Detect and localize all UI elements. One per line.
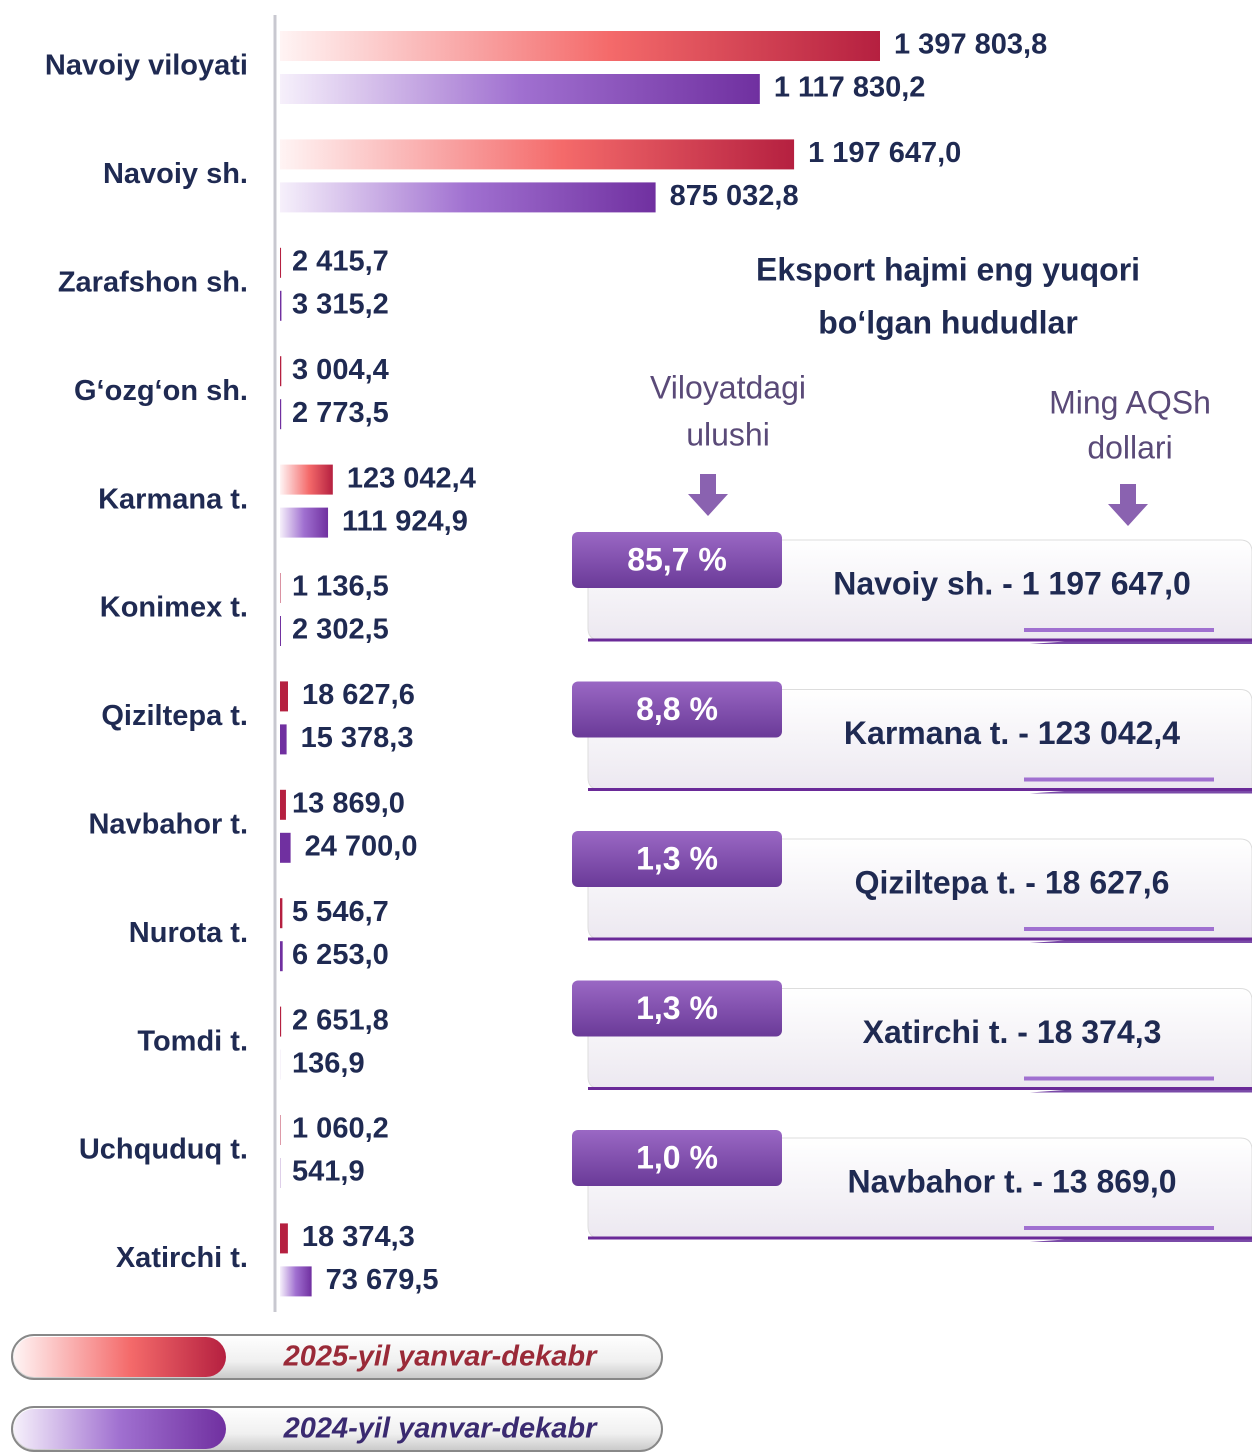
category-label: G‘ozg‘on sh. <box>74 375 248 407</box>
bar <box>280 182 656 213</box>
bar <box>280 507 329 538</box>
share-label: 1,0 % <box>636 1139 718 1175</box>
bar <box>280 1006 282 1037</box>
share-tab <box>572 831 782 887</box>
bar <box>280 1223 288 1254</box>
value-header: dollari <box>1087 429 1172 465</box>
bar <box>280 941 283 972</box>
bar <box>280 724 287 755</box>
value-label: 1 117 830,2 <box>774 72 926 104</box>
value-label: 123 042,4 <box>347 462 476 494</box>
value-label: 1 397 803,8 <box>894 29 1047 61</box>
category-label: Konimex t. <box>100 592 248 624</box>
bar <box>280 898 283 929</box>
bar <box>280 290 282 321</box>
share-tab <box>572 532 782 588</box>
bar <box>280 31 880 61</box>
bar <box>280 616 281 646</box>
value-label: 875 032,8 <box>670 180 799 212</box>
legend-swatch <box>14 1409 226 1449</box>
value-label: 1 060,2 <box>292 1113 389 1145</box>
category-label: Zarafshon sh. <box>58 266 248 298</box>
panel-title: Eksport hajmi eng yuqori <box>756 251 1140 287</box>
arrow <box>688 474 728 516</box>
value-label: 111 924,9 <box>342 505 468 537</box>
share-label: 8,8 % <box>636 691 718 727</box>
region-label: Navoiy sh. - 1 197 647,0 <box>833 565 1191 601</box>
value-header: Ming AQSh <box>1049 384 1211 420</box>
region-label: Navbahor t. - 13 869,0 <box>847 1163 1176 1199</box>
legend-label: 2025-yil yanvar-dekabr <box>283 1341 598 1373</box>
category-label: Karmana t. <box>98 483 248 515</box>
bar <box>280 356 282 387</box>
value-label: 136,9 <box>292 1047 365 1079</box>
value-label: 13 869,0 <box>292 787 405 819</box>
share-label: 1,3 % <box>636 840 718 876</box>
category-label: Navoiy viloyati <box>45 50 248 82</box>
value-label: 2 302,5 <box>292 614 389 646</box>
bar <box>280 139 795 170</box>
value-label: 15 378,3 <box>301 722 414 754</box>
bar <box>280 247 282 278</box>
share-header: Viloyatdagi <box>650 369 806 405</box>
category-label: Tomdi t. <box>137 1025 248 1057</box>
bar <box>280 789 286 820</box>
value-label: 18 627,6 <box>302 679 415 711</box>
category-label: Nurota t. <box>129 917 248 949</box>
share-label: 1,3 % <box>636 990 718 1026</box>
region-label: Karmana t. - 123 042,4 <box>844 715 1180 751</box>
value-label: 5 546,7 <box>292 896 389 928</box>
value-label: 6 253,0 <box>292 939 389 971</box>
arrow <box>1108 484 1148 526</box>
share-header: ulushi <box>686 416 770 452</box>
panel-title: bo‘lgan hududlar <box>818 304 1078 340</box>
value-label: 3 004,4 <box>292 354 389 386</box>
category-label: Qiziltepa t. <box>101 700 248 732</box>
bar <box>280 1266 312 1297</box>
legend-swatch <box>14 1337 226 1377</box>
bar <box>280 464 333 495</box>
bar <box>280 832 291 863</box>
bar <box>280 74 760 104</box>
share-tab <box>572 681 782 738</box>
value-label: 2 415,7 <box>292 245 389 277</box>
value-label: 24 700,0 <box>305 830 418 862</box>
value-label: 3 315,2 <box>292 288 389 320</box>
value-label: 2 773,5 <box>292 397 389 429</box>
share-tab <box>572 980 782 1037</box>
category-label: Uchquduq t. <box>79 1134 248 1166</box>
legend-label: 2024-yil yanvar-dekabr <box>283 1413 598 1445</box>
share-tab <box>572 1130 782 1186</box>
category-label: Navoiy sh. <box>103 158 248 190</box>
share-label: 85,7 % <box>627 541 727 577</box>
category-label: Navbahor t. <box>88 808 248 840</box>
value-label: 1 136,5 <box>292 571 389 603</box>
bar <box>280 681 288 712</box>
value-label: 541,9 <box>292 1156 365 1188</box>
region-label: Xatirchi t. - 18 374,3 <box>863 1014 1162 1050</box>
value-label: 2 651,8 <box>292 1004 389 1036</box>
value-label: 18 374,3 <box>302 1221 415 1253</box>
category-label: Xatirchi t. <box>116 1242 248 1274</box>
region-label: Qiziltepa t. - 18 627,6 <box>855 864 1170 900</box>
bar <box>280 399 282 430</box>
value-label: 73 679,5 <box>326 1264 439 1296</box>
value-label: 1 197 647,0 <box>808 137 961 169</box>
